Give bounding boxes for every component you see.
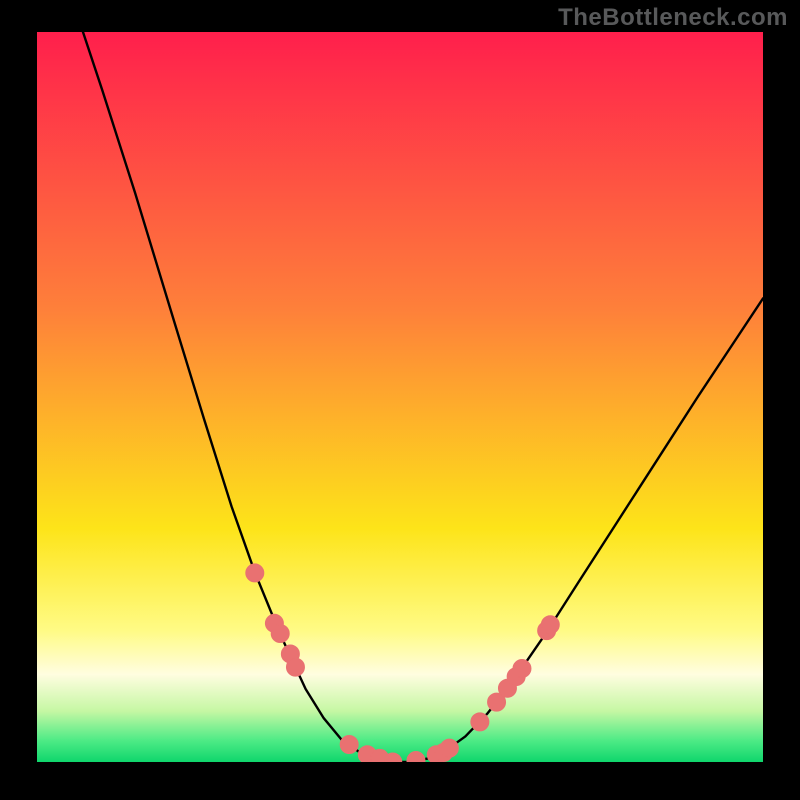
chart-svg bbox=[0, 0, 800, 800]
data-marker-right bbox=[471, 713, 489, 731]
data-marker-left bbox=[246, 564, 264, 582]
chart-stage: TheBottleneck.com bbox=[0, 0, 800, 800]
data-marker-right bbox=[541, 616, 559, 634]
data-marker-left bbox=[286, 658, 304, 676]
data-marker-right bbox=[440, 739, 458, 757]
data-marker-right bbox=[407, 752, 425, 770]
data-marker-right bbox=[513, 660, 531, 678]
data-marker-left bbox=[340, 735, 358, 753]
data-marker-left bbox=[384, 753, 402, 771]
data-marker-left bbox=[271, 625, 289, 643]
plot-background bbox=[37, 32, 763, 762]
